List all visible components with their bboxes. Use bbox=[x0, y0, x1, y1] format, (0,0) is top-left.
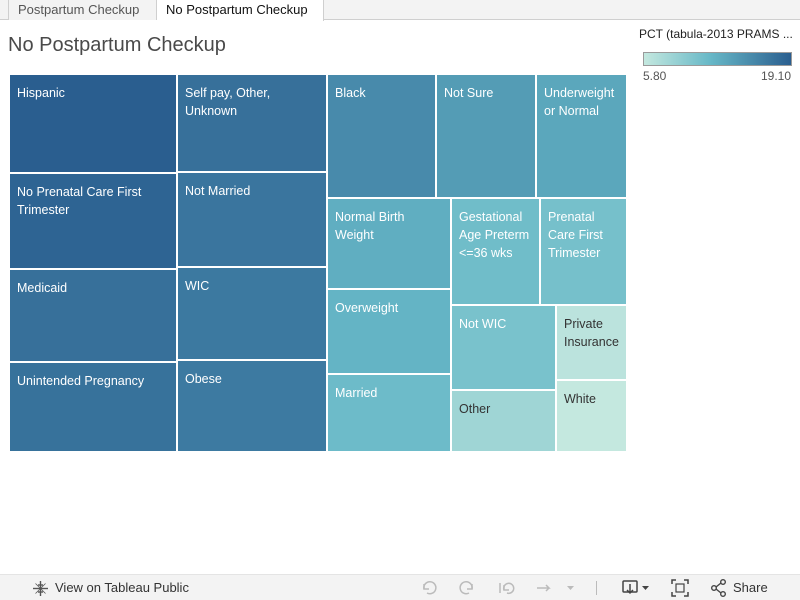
treemap-cell-gestational-age-preterm-36-wks[interactable]: Gestational Age Preterm <=36 wks bbox=[451, 198, 540, 305]
treemap-cell-label: WIC bbox=[185, 279, 210, 293]
treemap-cell-label: Married bbox=[335, 386, 378, 400]
treemap-cell-not-married[interactable]: Not Married bbox=[177, 172, 327, 267]
treemap-cell-label: Private Insurance bbox=[564, 317, 619, 349]
treemap-cell-not-wic[interactable]: Not WIC bbox=[451, 305, 556, 390]
treemap-cell-black[interactable]: Black bbox=[327, 74, 436, 198]
fullscreen-icon bbox=[671, 579, 689, 597]
refresh-icon bbox=[537, 584, 551, 592]
legend-min-label: 5.80 bbox=[643, 69, 667, 83]
treemap-cell-hispanic[interactable]: Hispanic bbox=[9, 74, 177, 173]
treemap-cell-label: No Prenatal Care First Trimester bbox=[17, 185, 142, 217]
chevron-down-icon bbox=[567, 586, 574, 590]
treemap-cell-label: Self pay, Other, Unknown bbox=[185, 86, 271, 118]
treemap-cell-label: Black bbox=[335, 86, 366, 100]
treemap-cell-label: Normal Birth Weight bbox=[335, 210, 405, 242]
treemap-cell-not-sure[interactable]: Not Sure bbox=[436, 74, 536, 198]
download-button[interactable] bbox=[621, 575, 651, 600]
treemap-cell-white[interactable]: White bbox=[556, 380, 627, 452]
treemap-cell-label: White bbox=[564, 392, 596, 406]
treemap-cell-medicaid[interactable]: Medicaid bbox=[9, 269, 177, 362]
refresh-button[interactable] bbox=[535, 575, 555, 600]
tableau-logo-icon bbox=[32, 580, 49, 597]
legend-max-label: 19.10 bbox=[760, 69, 791, 83]
treemap-cell-unintended-pregnancy[interactable]: Unintended Pregnancy bbox=[9, 362, 177, 452]
treemap-cell-obese[interactable]: Obese bbox=[177, 360, 327, 452]
color-legend[interactable]: PCT (tabula-2013 PRAMS ... 5.80 19.10 bbox=[639, 27, 795, 83]
treemap-cell-underweight-or-normal[interactable]: Underweight or Normal bbox=[536, 74, 627, 198]
undo-icon bbox=[423, 581, 437, 595]
treemap-cell-label: Gestational Age Preterm <=36 wks bbox=[459, 210, 530, 260]
treemap-cell-no-prenatal-care-first-trimester[interactable]: No Prenatal Care First Trimester bbox=[9, 173, 177, 269]
treemap-cell-label: Not Married bbox=[185, 184, 251, 198]
share-icon bbox=[711, 578, 726, 598]
view-on-tableau-label: View on Tableau Public bbox=[55, 580, 189, 595]
share-label: Share bbox=[733, 580, 768, 595]
fullscreen-button[interactable] bbox=[671, 575, 689, 600]
treemap-cell-label: Not Sure bbox=[444, 86, 494, 100]
treemap-cell-label: Obese bbox=[185, 372, 222, 386]
treemap-cell-self-pay-other-unknown[interactable]: Self pay, Other, Unknown bbox=[177, 74, 327, 172]
treemap-cell-other[interactable]: Other bbox=[451, 390, 556, 452]
treemap-chart: Hispanic No Prenatal Care First Trimester… bbox=[9, 74, 627, 452]
treemap-cell-prenatal-care-first-trimester[interactable]: Prenatal Care First Trimester bbox=[540, 198, 627, 305]
treemap-cell-label: Underweight or Normal bbox=[544, 86, 615, 118]
treemap-cell-label: Hispanic bbox=[17, 86, 65, 100]
treemap-cell-private-insurance[interactable]: Private Insurance bbox=[556, 305, 627, 380]
treemap-cell-label: Overweight bbox=[335, 301, 399, 315]
sheet-tab-bar: Postpartum Checkup No Postpartum Checkup bbox=[0, 0, 800, 21]
bottom-toolbar: View on Tableau Public Share bbox=[0, 574, 800, 600]
redo-icon bbox=[459, 581, 473, 595]
treemap-cell-label: Medicaid bbox=[17, 281, 68, 295]
treemap-cell-married[interactable]: Married bbox=[327, 374, 451, 452]
tab-no-postpartum-checkup[interactable]: No Postpartum Checkup bbox=[157, 0, 324, 21]
download-icon bbox=[622, 580, 649, 595]
refresh-dropdown[interactable] bbox=[566, 575, 575, 600]
treemap-cell-normal-birth-weight[interactable]: Normal Birth Weight bbox=[327, 198, 451, 289]
revert-icon bbox=[499, 582, 515, 595]
treemap-cell-wic[interactable]: WIC bbox=[177, 267, 327, 360]
treemap-cell-label: Unintended Pregnancy bbox=[17, 374, 145, 388]
treemap-cell-overweight[interactable]: Overweight bbox=[327, 289, 451, 374]
revert-button[interactable] bbox=[498, 575, 516, 600]
undo-button[interactable] bbox=[420, 575, 438, 600]
toolbar-divider bbox=[596, 581, 597, 595]
tab-postpartum-checkup[interactable]: Postpartum Checkup bbox=[8, 0, 157, 20]
chart-title: No Postpartum Checkup bbox=[8, 34, 226, 56]
treemap-cell-label: Other bbox=[459, 402, 491, 416]
legend-gradient-bar bbox=[643, 52, 792, 66]
treemap-cell-label: Prenatal Care First Trimester bbox=[548, 210, 603, 260]
redo-button[interactable] bbox=[458, 575, 476, 600]
legend-title: PCT (tabula-2013 PRAMS ... bbox=[639, 27, 793, 41]
treemap-cell-label: Not WIC bbox=[459, 317, 507, 331]
